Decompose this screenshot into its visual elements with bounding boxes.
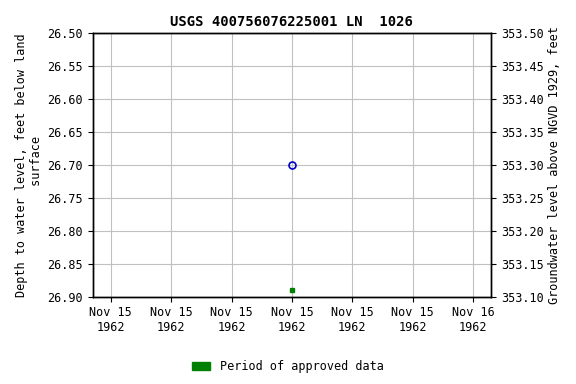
Y-axis label: Depth to water level, feet below land
 surface: Depth to water level, feet below land su…	[15, 33, 43, 297]
Legend: Period of approved data: Period of approved data	[188, 356, 388, 378]
Title: USGS 400756076225001 LN  1026: USGS 400756076225001 LN 1026	[170, 15, 414, 29]
Y-axis label: Groundwater level above NGVD 1929, feet: Groundwater level above NGVD 1929, feet	[548, 26, 561, 304]
